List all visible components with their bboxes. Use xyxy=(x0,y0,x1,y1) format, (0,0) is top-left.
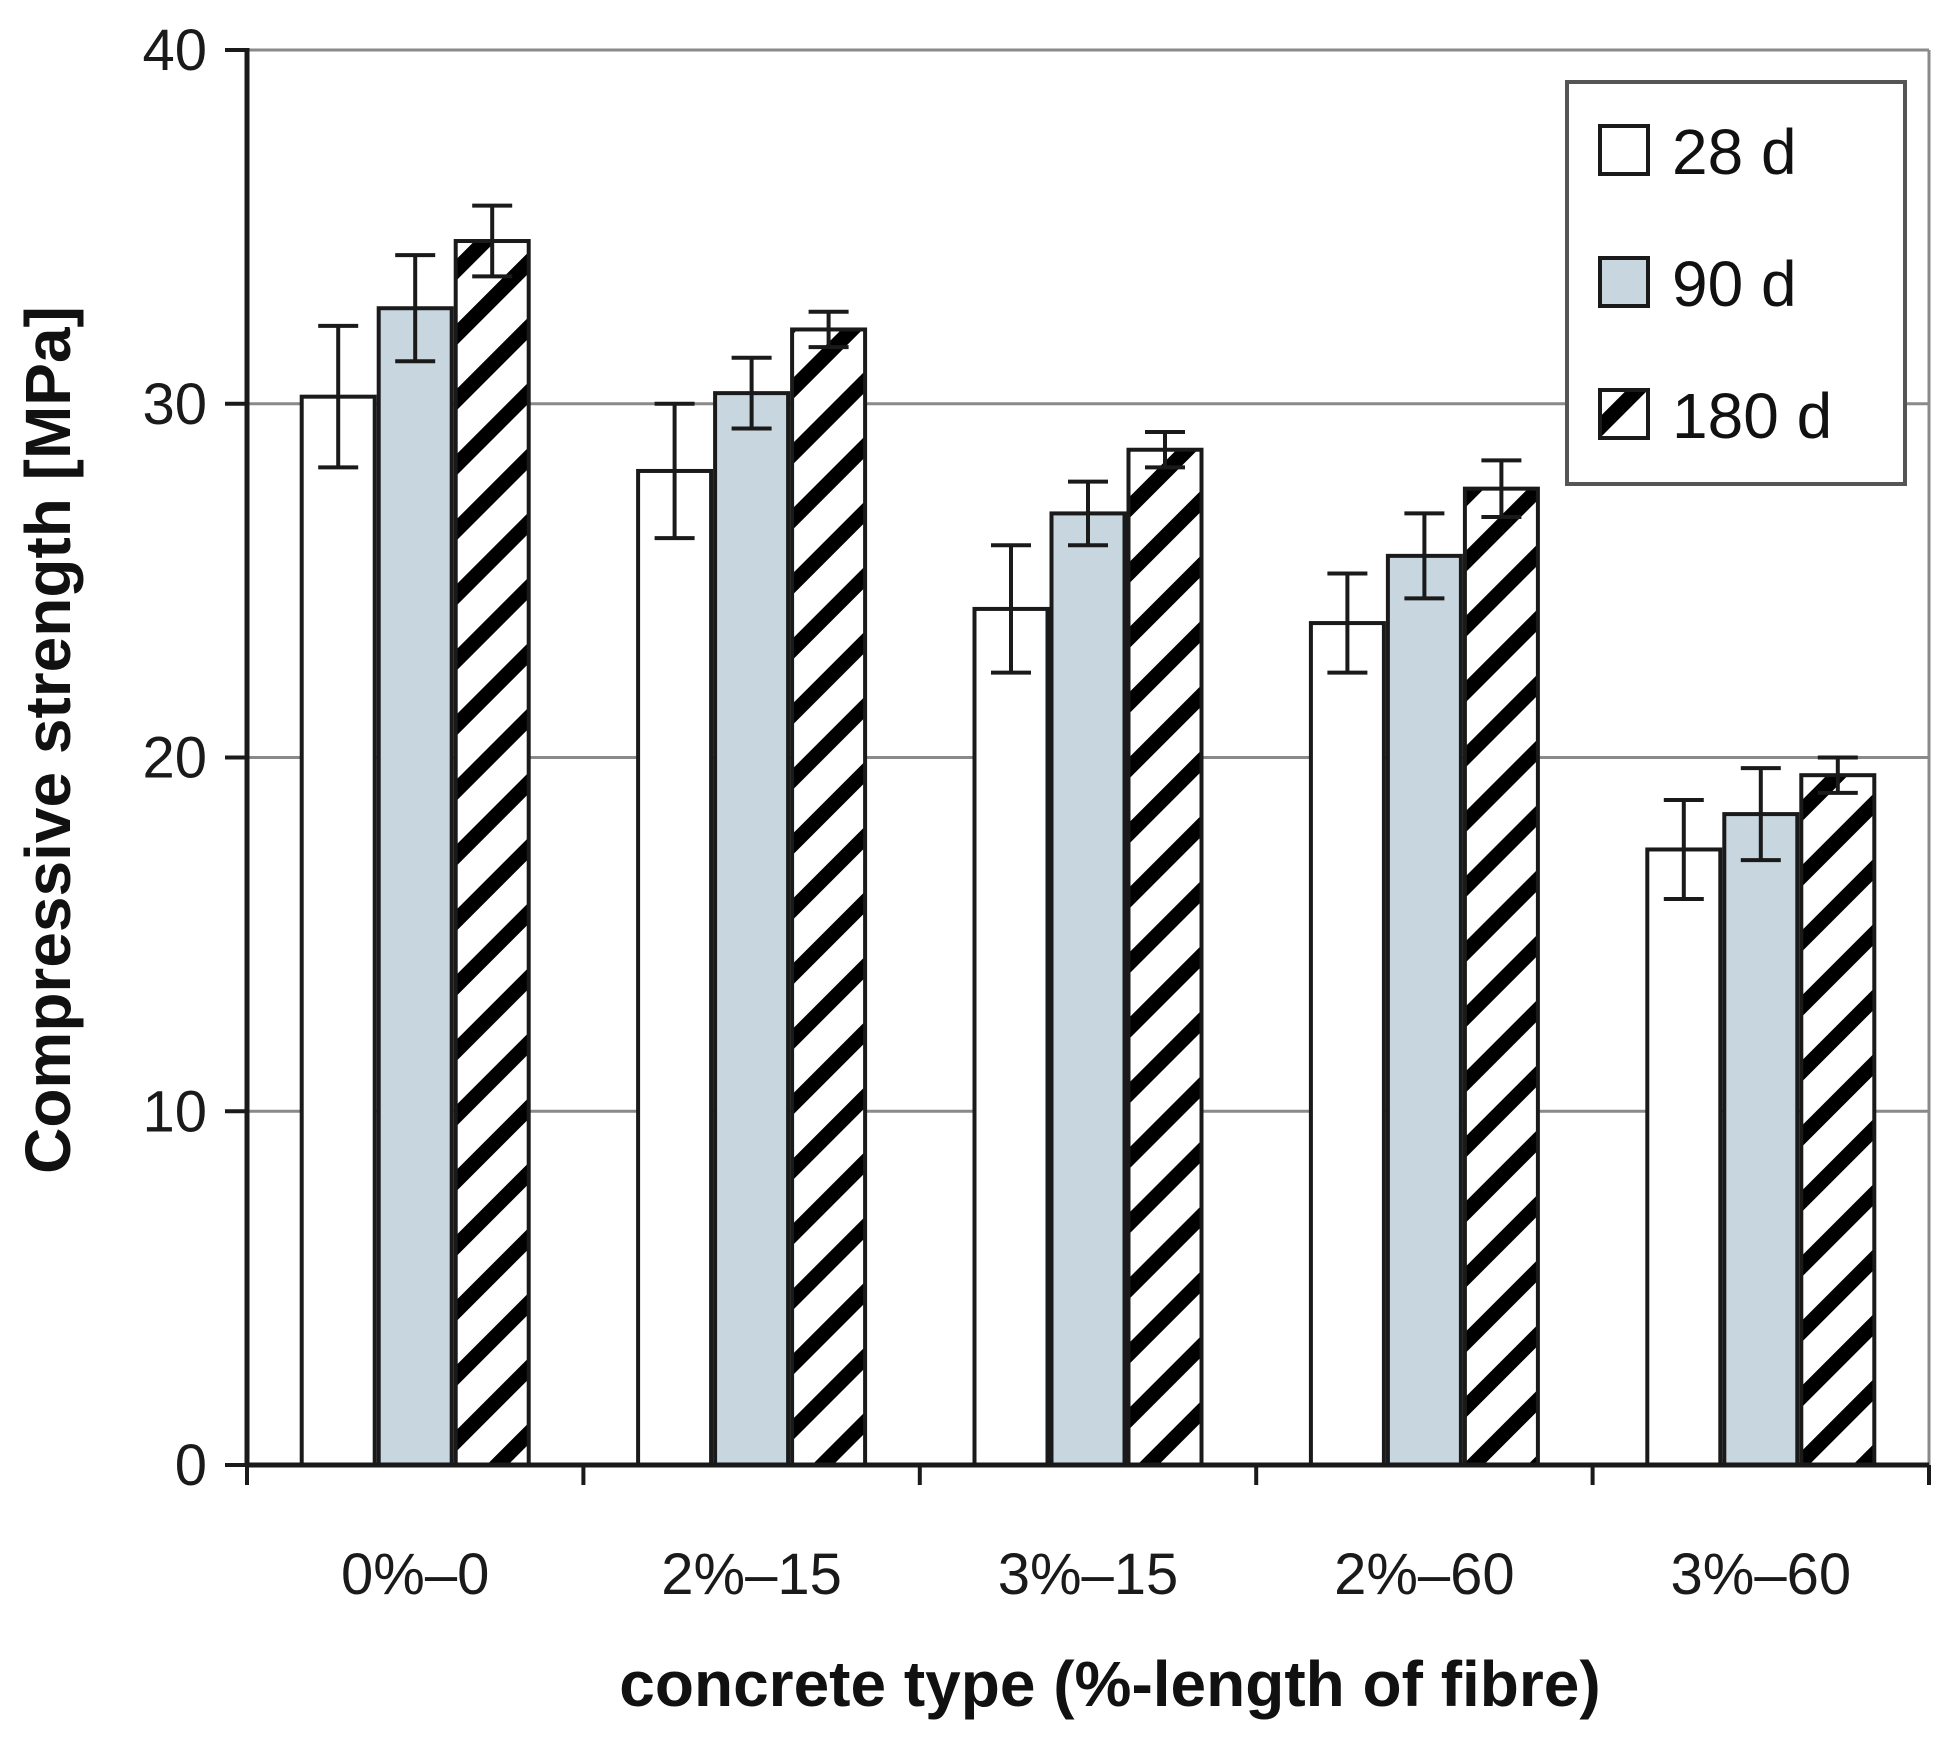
bar-90d-5 xyxy=(1722,812,1800,1467)
legend-label-28d: 28 d xyxy=(1672,116,1797,188)
x-category-label: 3%–15 xyxy=(998,1542,1179,1607)
legend-label-90d: 90 d xyxy=(1672,248,1797,320)
bar-180d-3 xyxy=(1126,447,1204,1467)
bar-180d-5 xyxy=(1799,773,1877,1467)
x-axis-title: concrete type (%-length of fibre) xyxy=(619,1648,1600,1720)
bar-28d-3 xyxy=(972,606,1050,1467)
x-category-label: 0%–0 xyxy=(341,1542,489,1607)
bar-28d-2 xyxy=(636,468,714,1467)
bar-180d-2 xyxy=(790,327,868,1467)
legend-swatch-90d xyxy=(1598,256,1650,308)
error-bars xyxy=(318,203,1858,901)
y-tick-label: 20 xyxy=(142,726,207,791)
y-tick-label: 10 xyxy=(142,1079,207,1144)
x-category-labels: 0%–0 2%–15 3%–15 2%–60 3%–60 xyxy=(341,1542,1851,1607)
y-tick-label: 40 xyxy=(142,18,207,83)
bar-180d-1 xyxy=(453,239,531,1467)
legend-swatch-180d xyxy=(1598,388,1650,440)
x-category-label: 3%–60 xyxy=(1670,1542,1851,1607)
bar-28d-1 xyxy=(299,394,377,1467)
bar-90d-2 xyxy=(713,391,791,1468)
x-category-label: 2%–60 xyxy=(1334,1542,1515,1607)
x-category-label: 2%–15 xyxy=(661,1542,842,1607)
bar-28d-4 xyxy=(1308,621,1386,1467)
bar-90d-4 xyxy=(1385,553,1463,1467)
legend: 28 d 90 d 180 d xyxy=(1565,80,1907,486)
bar-180d-4 xyxy=(1462,486,1540,1467)
bar-28d-5 xyxy=(1645,847,1723,1467)
y-tick-label: 0 xyxy=(175,1433,207,1498)
y-axis-title: Compressive strength [MPa] xyxy=(12,306,84,1174)
bar-90d-3 xyxy=(1049,511,1127,1467)
y-tick-label: 30 xyxy=(142,372,207,437)
bar-90d-1 xyxy=(376,306,454,1467)
axes xyxy=(225,48,1931,1485)
y-tick-labels: 0 10 20 30 40 xyxy=(142,18,207,1498)
legend-label-180d: 180 d xyxy=(1672,380,1832,452)
legend-swatch-28d xyxy=(1598,124,1650,176)
